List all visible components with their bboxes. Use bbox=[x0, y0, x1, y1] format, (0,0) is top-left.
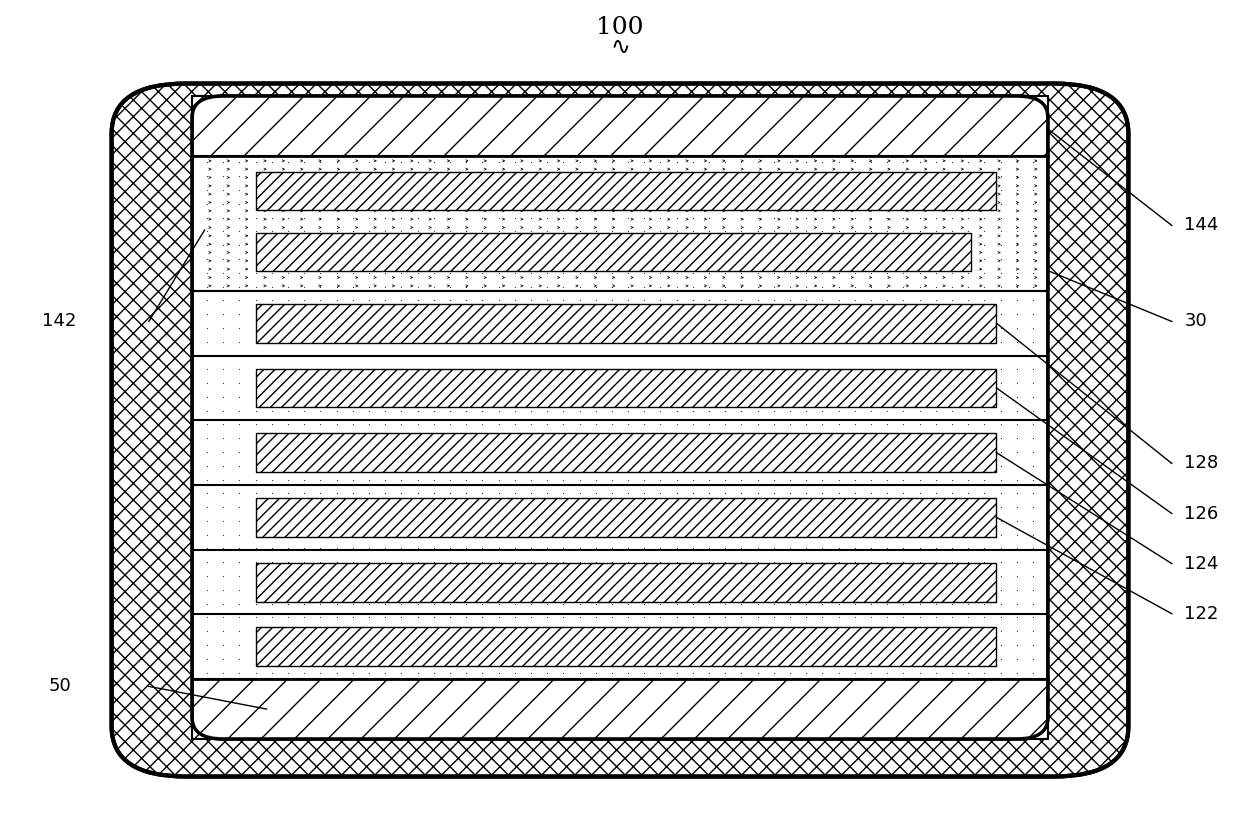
Text: 122: 122 bbox=[1184, 605, 1219, 623]
Bar bbox=[192, 679, 1048, 739]
Bar bbox=[257, 563, 997, 601]
Text: 142: 142 bbox=[42, 312, 77, 331]
Text: ∿: ∿ bbox=[610, 35, 630, 58]
Bar bbox=[257, 233, 971, 271]
Text: 144: 144 bbox=[1184, 216, 1219, 235]
Bar bbox=[257, 368, 997, 407]
FancyBboxPatch shape bbox=[192, 96, 1048, 739]
Text: 124: 124 bbox=[1184, 554, 1219, 573]
Bar bbox=[257, 627, 997, 666]
Bar bbox=[192, 156, 1048, 679]
Bar bbox=[257, 304, 997, 342]
Text: 128: 128 bbox=[1184, 454, 1219, 473]
Text: 126: 126 bbox=[1184, 504, 1219, 523]
Bar bbox=[257, 433, 997, 472]
FancyBboxPatch shape bbox=[112, 84, 1128, 777]
Bar bbox=[257, 498, 997, 537]
Text: 50: 50 bbox=[48, 677, 71, 696]
Text: 100: 100 bbox=[596, 16, 644, 39]
Text: 30: 30 bbox=[1184, 312, 1207, 331]
Bar bbox=[192, 96, 1048, 156]
Bar bbox=[257, 172, 997, 210]
